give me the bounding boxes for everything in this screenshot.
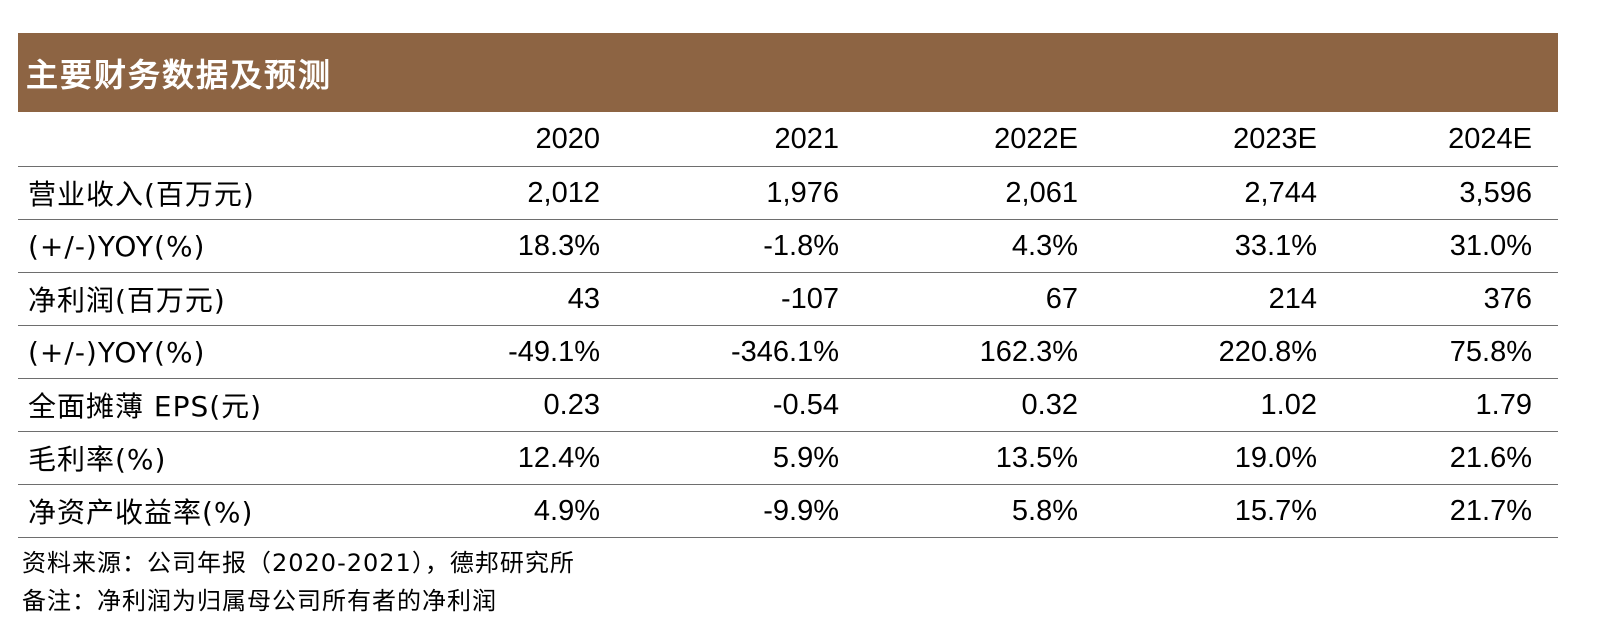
table-cell: -0.54 [602,378,841,432]
table-cell: 21.7% [1319,484,1558,538]
source-note: 资料来源：公司年报（2020-2021），德邦研究所 [22,549,575,577]
table-cell: 1.02 [1080,378,1319,432]
table-cell: 376 [1319,272,1558,326]
table-cell: 2,061 [841,166,1080,220]
row-label: (+/-)YOY(%) [18,219,363,273]
table-cell: -49.1% [363,325,602,379]
table-title: 主要财务数据及预测 [26,55,333,94]
table-cell: 0.32 [841,378,1080,432]
table-cell: -346.1% [602,325,841,379]
table-cell: 33.1% [1080,219,1319,273]
table-row: 净资产收益率(%) 4.9% -9.9% 5.8% 15.7% 21.7% [18,484,1558,538]
table-cell: 75.8% [1319,325,1558,379]
table-row: 营业收入(百万元) 2,012 1,976 2,061 2,744 3,596 [18,166,1558,220]
footnotes: 资料来源：公司年报（2020-2021），德邦研究所 备注：净利润为归属母公司所… [18,544,1558,620]
table-cell: 12.4% [363,431,602,485]
table-cell: 18.3% [363,219,602,273]
table-cell: 162.3% [841,325,1080,379]
table-cell: 5.9% [602,431,841,485]
column-header: 2022E [841,112,1080,167]
row-label: 净利润(百万元) [18,272,363,326]
row-label: 毛利率(%) [18,431,363,485]
row-label: 净资产收益率(%) [18,484,363,538]
table-cell: 43 [363,272,602,326]
table-cell: 15.7% [1080,484,1319,538]
table-cell: 1,976 [602,166,841,220]
remark-note: 备注：净利润为归属母公司所有者的净利润 [22,587,497,615]
table-cell: 214 [1080,272,1319,326]
table-cell: 5.8% [841,484,1080,538]
table-cell: 0.23 [363,378,602,432]
table-cell: 67 [841,272,1080,326]
table-cell: 4.3% [841,219,1080,273]
row-label: (+/-)YOY(%) [18,325,363,379]
row-label: 营业收入(百万元) [18,166,363,220]
title-bar: 主要财务数据及预测 [18,33,1558,112]
financial-summary-panel: 主要财务数据及预测 2020 2021 2022E 2023E 2024E 营业… [18,33,1558,620]
table-row: 全面摊薄 EPS(元) 0.23 -0.54 0.32 1.02 1.79 [18,378,1558,432]
table-cell: 4.9% [363,484,602,538]
column-header: 2020 [363,112,602,167]
column-header: 2024E [1319,112,1558,167]
header-row: 2020 2021 2022E 2023E 2024E [18,112,1558,167]
column-header: 2023E [1080,112,1319,167]
table-cell: 19.0% [1080,431,1319,485]
table-cell: -1.8% [602,219,841,273]
column-header: 2021 [602,112,841,167]
table-cell: 3,596 [1319,166,1558,220]
header-label [18,112,363,167]
table-cell: 21.6% [1319,431,1558,485]
financial-table: 2020 2021 2022E 2023E 2024E 营业收入(百万元) 2,… [18,112,1558,538]
table-cell: 2,012 [363,166,602,220]
table-cell: -9.9% [602,484,841,538]
table-row: 毛利率(%) 12.4% 5.9% 13.5% 19.0% 21.6% [18,431,1558,485]
table-cell: -107 [602,272,841,326]
table-cell: 2,744 [1080,166,1319,220]
table-cell: 220.8% [1080,325,1319,379]
table-row: 净利润(百万元) 43 -107 67 214 376 [18,272,1558,326]
table-row: (+/-)YOY(%) 18.3% -1.8% 4.3% 33.1% 31.0% [18,219,1558,273]
table-cell: 13.5% [841,431,1080,485]
table-cell: 31.0% [1319,219,1558,273]
row-label: 全面摊薄 EPS(元) [18,378,363,432]
table-cell: 1.79 [1319,378,1558,432]
table-row: (+/-)YOY(%) -49.1% -346.1% 162.3% 220.8%… [18,325,1558,379]
